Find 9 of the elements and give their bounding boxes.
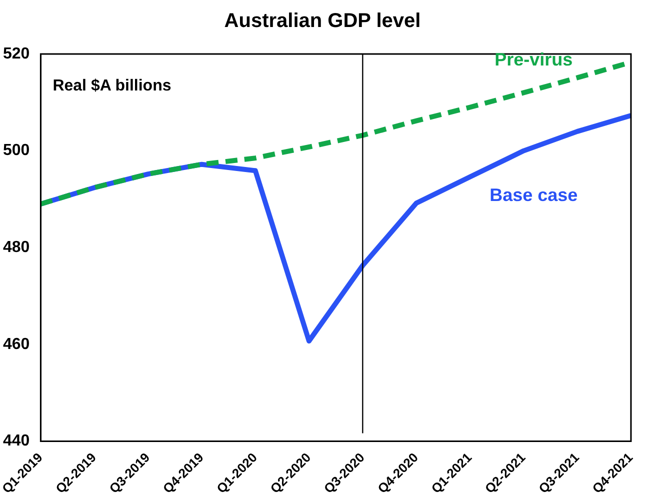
y-tick-label: 480 <box>2 239 30 256</box>
annotation: Real $A billions <box>52 77 172 94</box>
series-label: Base case <box>490 184 578 205</box>
y-tick-label: 500 <box>2 142 30 160</box>
y-tick-label: 460 <box>2 336 30 353</box>
chart-title: Australian GDP level <box>223 10 422 34</box>
y-tick-label: 520 <box>2 45 30 62</box>
series-label: Pre-virus <box>494 50 573 70</box>
y-tick-label: 440 <box>2 432 30 450</box>
